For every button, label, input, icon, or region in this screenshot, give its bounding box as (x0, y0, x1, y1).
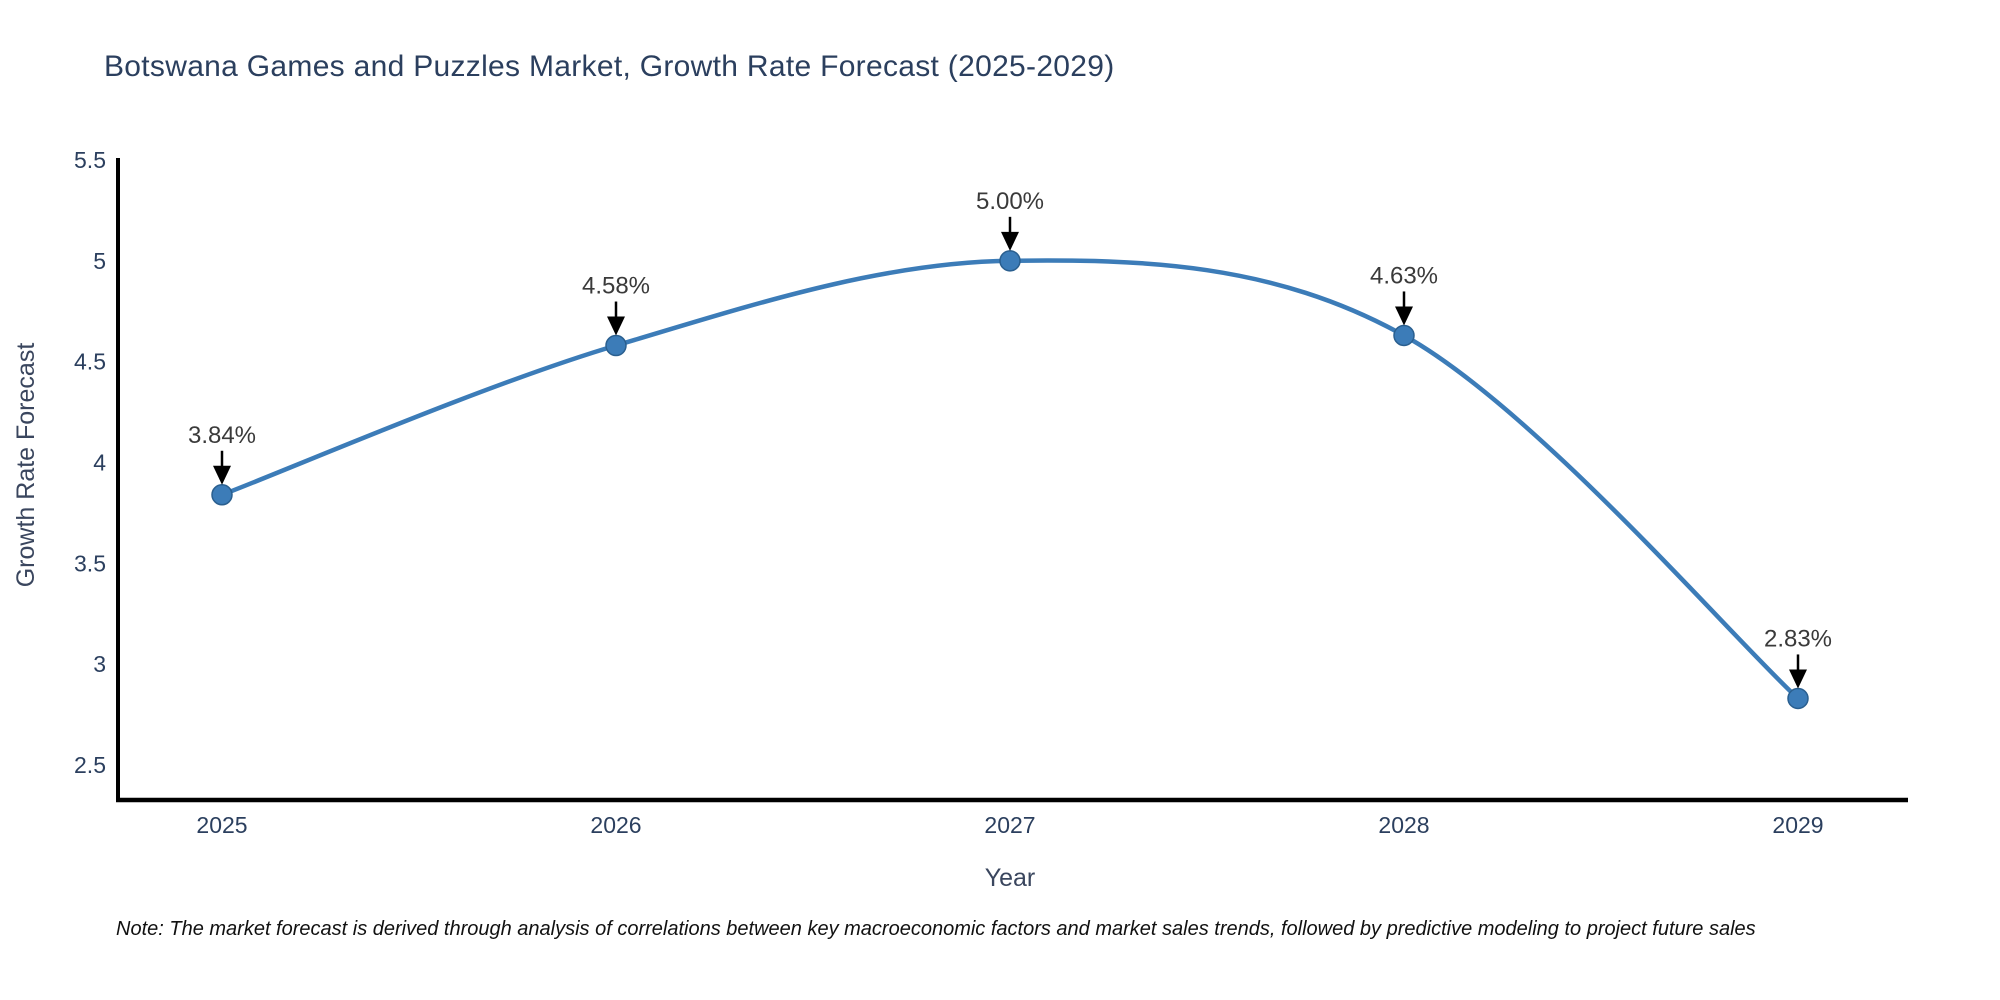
y-tick-label: 5.5 (74, 147, 106, 173)
y-tick-label: 3.5 (74, 550, 106, 576)
y-tick-label: 3 (93, 651, 106, 677)
x-tick-label: 2028 (1378, 812, 1429, 838)
y-tick-label: 2.5 (74, 752, 106, 778)
y-tick-label: 4.5 (74, 349, 106, 375)
data-point-marker[interactable] (211, 484, 233, 506)
annotation-arrowhead-icon (1395, 306, 1413, 326)
annotation-label: 2.83% (1764, 625, 1832, 652)
annotation-label: 3.84% (188, 422, 256, 449)
annotation-label: 5.00% (976, 188, 1044, 215)
data-point-marker[interactable] (999, 250, 1021, 272)
y-tick-label: 5 (93, 248, 106, 274)
x-tick-label: 2025 (196, 812, 247, 838)
plot-area: 5.5 5 4.5 4 3.5 3 2.5 2025 2026 2027 2028 2029 Year G… (12, 147, 1908, 892)
x-tick-label: 2029 (1772, 812, 1823, 838)
y-axis-title: Growth Rate Forecast (12, 343, 40, 588)
series-line (219, 258, 1801, 701)
x-tick-label: 2026 (590, 812, 641, 838)
annotation-arrowhead-icon (213, 465, 231, 485)
chart-title: Botswana Games and Puzzles Market, Growt… (104, 50, 1115, 83)
x-axis-title: Year (985, 864, 1036, 892)
annotation-label: 4.58% (582, 273, 650, 300)
data-point-marker[interactable] (605, 334, 627, 357)
y-tick-label: 4 (93, 450, 106, 476)
annotation-label: 4.63% (1370, 262, 1438, 289)
footnote: Note: The market forecast is derived thr… (116, 918, 1756, 940)
data-point-marker[interactable] (1787, 687, 1809, 710)
x-tick-label: 2027 (984, 812, 1035, 838)
data-point-marker[interactable] (1393, 324, 1415, 347)
annotation-arrowhead-icon (607, 316, 625, 336)
annotation-arrowhead-icon (1789, 669, 1807, 689)
annotation-arrowhead-icon (1001, 231, 1019, 251)
